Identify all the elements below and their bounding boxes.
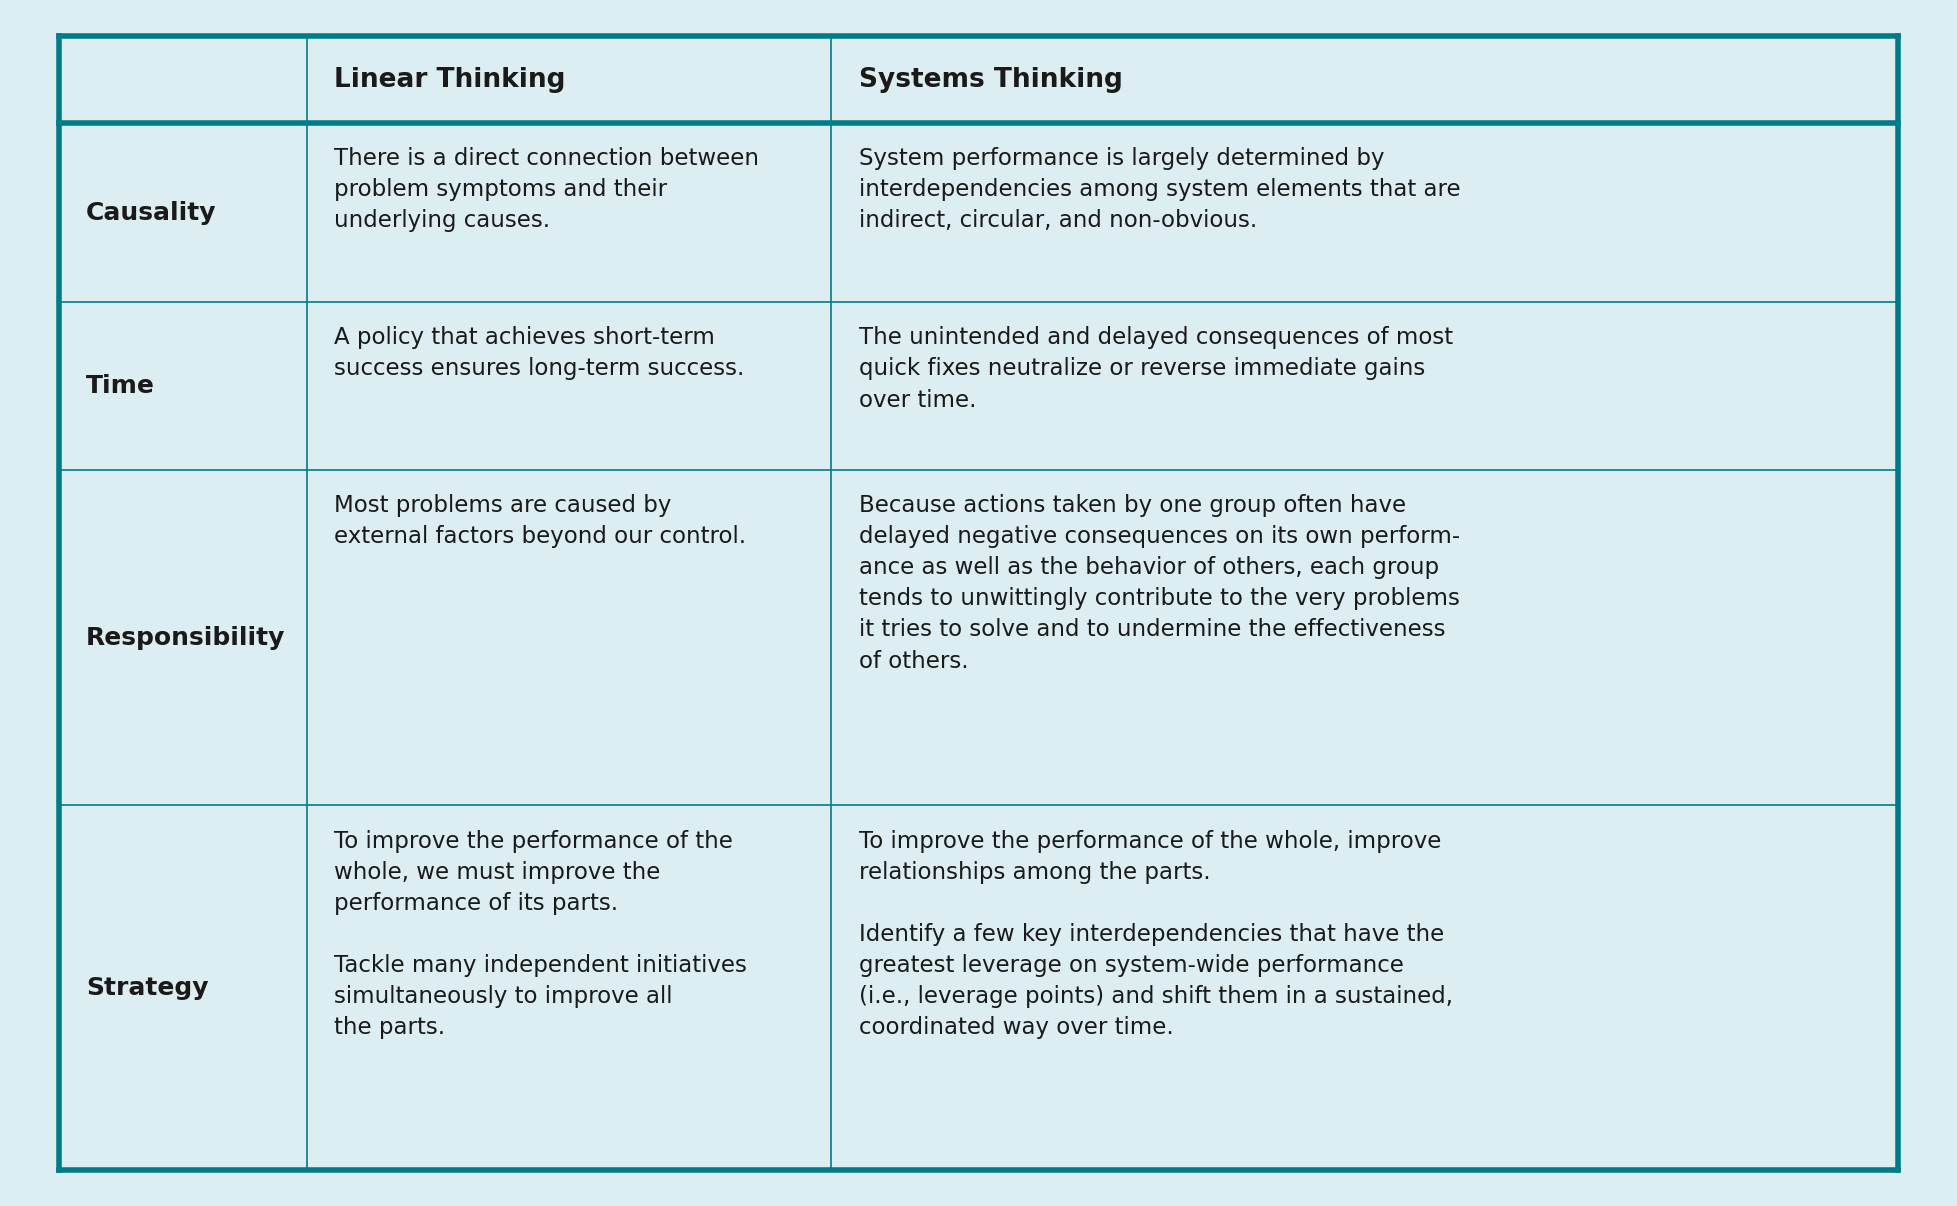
Text: Responsibility: Responsibility xyxy=(86,626,286,650)
Text: The unintended and delayed consequences of most
quick fixes neutralize or revers: The unintended and delayed consequences … xyxy=(859,327,1452,411)
Text: Systems Thinking: Systems Thinking xyxy=(859,66,1123,93)
Text: A policy that achieves short-term
success ensures long-term success.: A policy that achieves short-term succes… xyxy=(335,327,746,380)
Text: System performance is largely determined by
interdependencies among system eleme: System performance is largely determined… xyxy=(859,147,1460,233)
Text: Time: Time xyxy=(86,374,155,398)
Text: To improve the performance of the whole, improve
relationships among the parts.
: To improve the performance of the whole,… xyxy=(859,830,1452,1040)
Text: Because actions taken by one group often have
delayed negative consequences on i: Because actions taken by one group often… xyxy=(859,494,1460,673)
Text: To improve the performance of the
whole, we must improve the
performance of its : To improve the performance of the whole,… xyxy=(335,830,748,1040)
Text: There is a direct connection between
problem symptoms and their
underlying cause: There is a direct connection between pro… xyxy=(335,147,759,233)
Text: Linear Thinking: Linear Thinking xyxy=(335,66,566,93)
Text: Causality: Causality xyxy=(86,200,217,224)
Text: Strategy: Strategy xyxy=(86,976,209,1000)
Text: Most problems are caused by
external factors beyond our control.: Most problems are caused by external fac… xyxy=(335,494,746,549)
